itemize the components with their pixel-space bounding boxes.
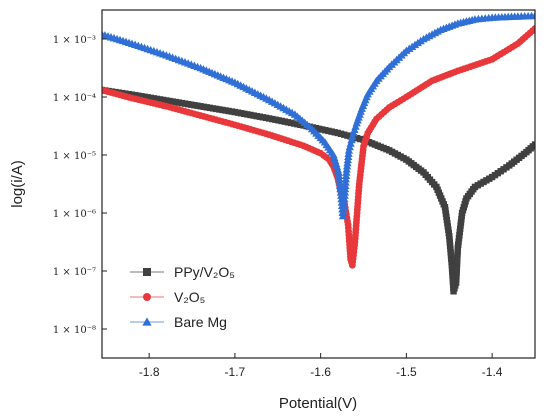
plot-frame — [101, 9, 536, 359]
data-point — [335, 174, 344, 183]
data-point — [334, 129, 341, 137]
x-tick-label: -1.7 — [225, 365, 246, 379]
data-point — [449, 268, 456, 275]
series-1 — [102, 86, 535, 295]
data-point — [444, 220, 451, 227]
data-point — [446, 242, 454, 250]
series-line — [102, 15, 535, 216]
x-tick-label: -1.4 — [482, 365, 503, 379]
data-point — [444, 223, 452, 230]
series-3 — [102, 11, 535, 220]
data-point — [449, 275, 456, 282]
x-axis-ticks: -1.8 -1.7 -1.6 -1.5 -1.4 — [139, 353, 503, 379]
x-axis-title: Potential(V) — [279, 395, 357, 412]
data-point — [531, 141, 535, 148]
x-tick-label: -1.6 — [310, 365, 331, 379]
data-point — [448, 262, 456, 269]
data-point — [344, 132, 351, 139]
data-point — [341, 131, 348, 138]
y-tick-label: 1 × 10⁻³ — [53, 35, 96, 46]
y-tick-label: 1 × 10⁻⁴ — [53, 93, 96, 104]
legend: PPy/V₂O₅ V₂O₅ Bare Mg — [130, 264, 235, 330]
legend-label: PPy/V₂O₅ — [174, 264, 235, 280]
data-point — [530, 11, 535, 20]
y-tick-label: 1 × 10⁻⁷ — [53, 267, 96, 278]
legend-label: V₂O₅ — [174, 289, 205, 305]
data-point — [448, 258, 455, 266]
y-axis-ticks: 1 × 10⁻³ 1 × 10⁻⁴ 1 × 10⁻⁵ 1 × 10⁻⁶ 1 × 10⁻⁷… — [53, 35, 107, 336]
data-point — [442, 207, 449, 214]
data-point — [443, 213, 450, 221]
data-point — [446, 239, 454, 246]
data-point — [443, 216, 451, 224]
series-2 — [102, 25, 535, 269]
y-tick-label: 1 × 10⁻⁵ — [53, 151, 96, 162]
x-tick-label: -1.5 — [396, 365, 417, 379]
data-point — [448, 265, 456, 272]
data-point — [353, 134, 361, 142]
data-point — [442, 210, 450, 217]
x-tick-label: -1.8 — [139, 365, 160, 379]
data-point — [447, 249, 454, 256]
y-tick-label: 1 × 10⁻⁶ — [53, 209, 96, 220]
data-point — [335, 181, 345, 189]
data-point — [337, 130, 345, 138]
data-point — [448, 255, 455, 262]
y-axis-title: log(i/A) — [9, 160, 26, 208]
legend-marker — [143, 268, 151, 276]
y-tick-label: 1 × 10⁻⁸ — [53, 325, 96, 336]
data-point — [334, 171, 344, 180]
series-layer — [102, 11, 535, 295]
data-point — [531, 25, 535, 32]
data-point — [357, 135, 364, 143]
data-point — [447, 245, 454, 253]
data-point — [447, 252, 455, 259]
data-point — [335, 178, 344, 186]
data-point — [446, 236, 453, 243]
legend-marker — [142, 317, 152, 326]
data-point — [334, 168, 343, 176]
data-point — [446, 233, 453, 240]
legend-label: Bare Mg — [174, 314, 227, 330]
data-point — [449, 278, 457, 285]
data-point — [445, 229, 452, 237]
data-point — [441, 204, 449, 211]
data-point — [449, 271, 456, 279]
data-point — [445, 226, 452, 233]
legend-marker — [143, 293, 151, 301]
